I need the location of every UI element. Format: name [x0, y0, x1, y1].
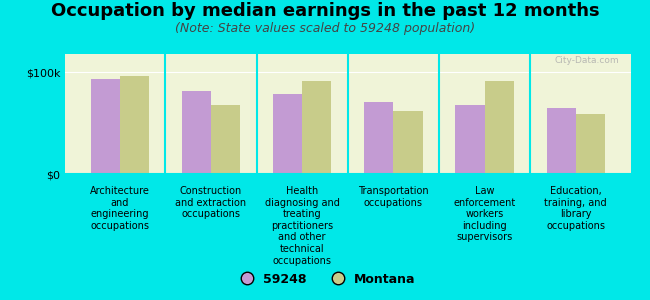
Text: Transportation
occupations: Transportation occupations	[358, 186, 428, 208]
Bar	[484, 82, 514, 174]
Legend: 59248, Montana: 59248, Montana	[229, 268, 421, 291]
Bar	[120, 76, 149, 174]
Bar	[547, 108, 576, 174]
Text: Law
enforcement
workers
including
supervisors: Law enforcement workers including superv…	[454, 186, 515, 242]
Bar	[456, 105, 484, 174]
Bar	[576, 114, 605, 174]
Bar	[364, 102, 393, 174]
Bar	[90, 80, 120, 174]
Bar	[211, 105, 240, 174]
Text: Architecture
and
engineering
occupations: Architecture and engineering occupations	[90, 186, 150, 231]
Bar	[273, 94, 302, 174]
Text: Education,
training, and
library
occupations: Education, training, and library occupat…	[545, 186, 607, 231]
Text: City-Data.com: City-Data.com	[554, 56, 619, 65]
Text: Occupation by median earnings in the past 12 months: Occupation by median earnings in the pas…	[51, 2, 599, 20]
Bar	[182, 91, 211, 174]
Text: Health
diagnosing and
treating
practitioners
and other
technical
occupations: Health diagnosing and treating practitio…	[265, 186, 339, 266]
Text: Construction
and extraction
occupations: Construction and extraction occupations	[176, 186, 246, 219]
Text: (Note: State values scaled to 59248 population): (Note: State values scaled to 59248 popu…	[175, 22, 475, 34]
Bar	[393, 111, 422, 174]
Bar	[302, 82, 332, 174]
